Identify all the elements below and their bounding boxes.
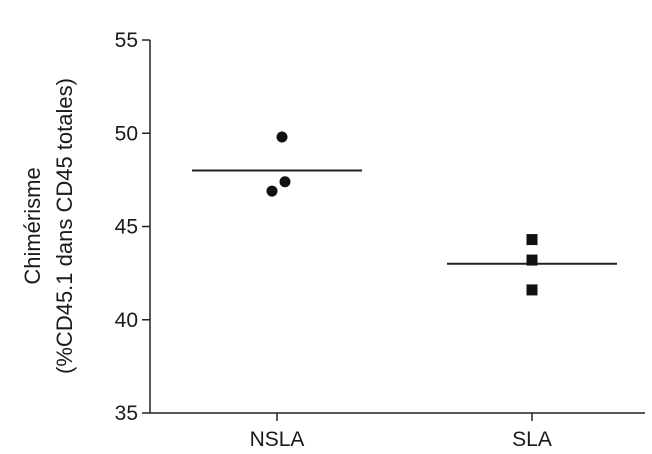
plot-marks	[192, 131, 617, 296]
y-tick-label: 40	[115, 309, 138, 332]
y-tick-label: 55	[115, 29, 138, 52]
data-point-nsla	[279, 176, 291, 188]
data-point-sla	[526, 254, 538, 266]
y-tick-label: 45	[115, 216, 138, 239]
x-axis: NSLA SLA	[150, 412, 645, 451]
data-point-nsla	[266, 185, 278, 197]
x-tick-label-nsla: NSLA	[250, 428, 305, 451]
y-tick-label: 35	[115, 402, 138, 425]
y-axis-title-line1: Chimérisme	[20, 167, 45, 284]
y-axis-title: Chimérisme (%CD45.1 dans CD45 totales)	[20, 78, 77, 374]
data-point-nsla	[276, 131, 288, 143]
data-point-sla	[526, 234, 538, 246]
y-tick-label: 50	[115, 122, 138, 145]
y-axis: 35 40 45 50 55	[115, 29, 151, 425]
data-point-sla	[526, 284, 538, 296]
group-sla	[447, 234, 617, 296]
y-axis-title-line2: (%CD45.1 dans CD45 totales)	[52, 78, 77, 374]
group-nsla	[192, 131, 362, 197]
x-tick-label-sla: SLA	[512, 428, 552, 451]
